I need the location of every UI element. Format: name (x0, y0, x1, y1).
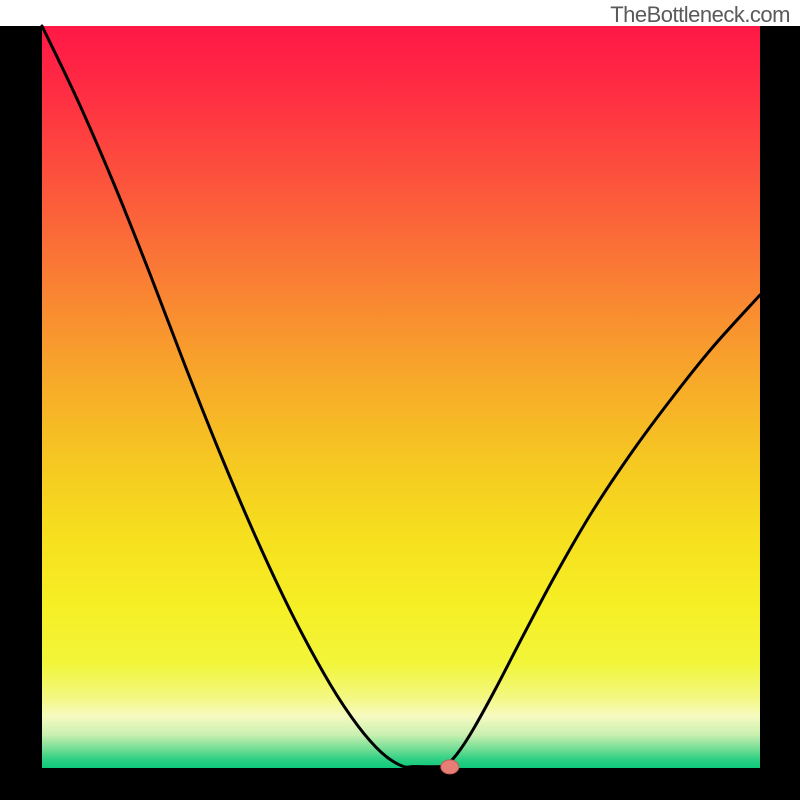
optimum-marker (441, 760, 459, 774)
border-right (760, 26, 800, 800)
border-left (0, 26, 42, 800)
chart-frame: TheBottleneck.com (0, 0, 800, 800)
bottleneck-chart-svg (0, 0, 800, 800)
border-bottom (0, 768, 800, 800)
gradient-background (42, 26, 760, 768)
